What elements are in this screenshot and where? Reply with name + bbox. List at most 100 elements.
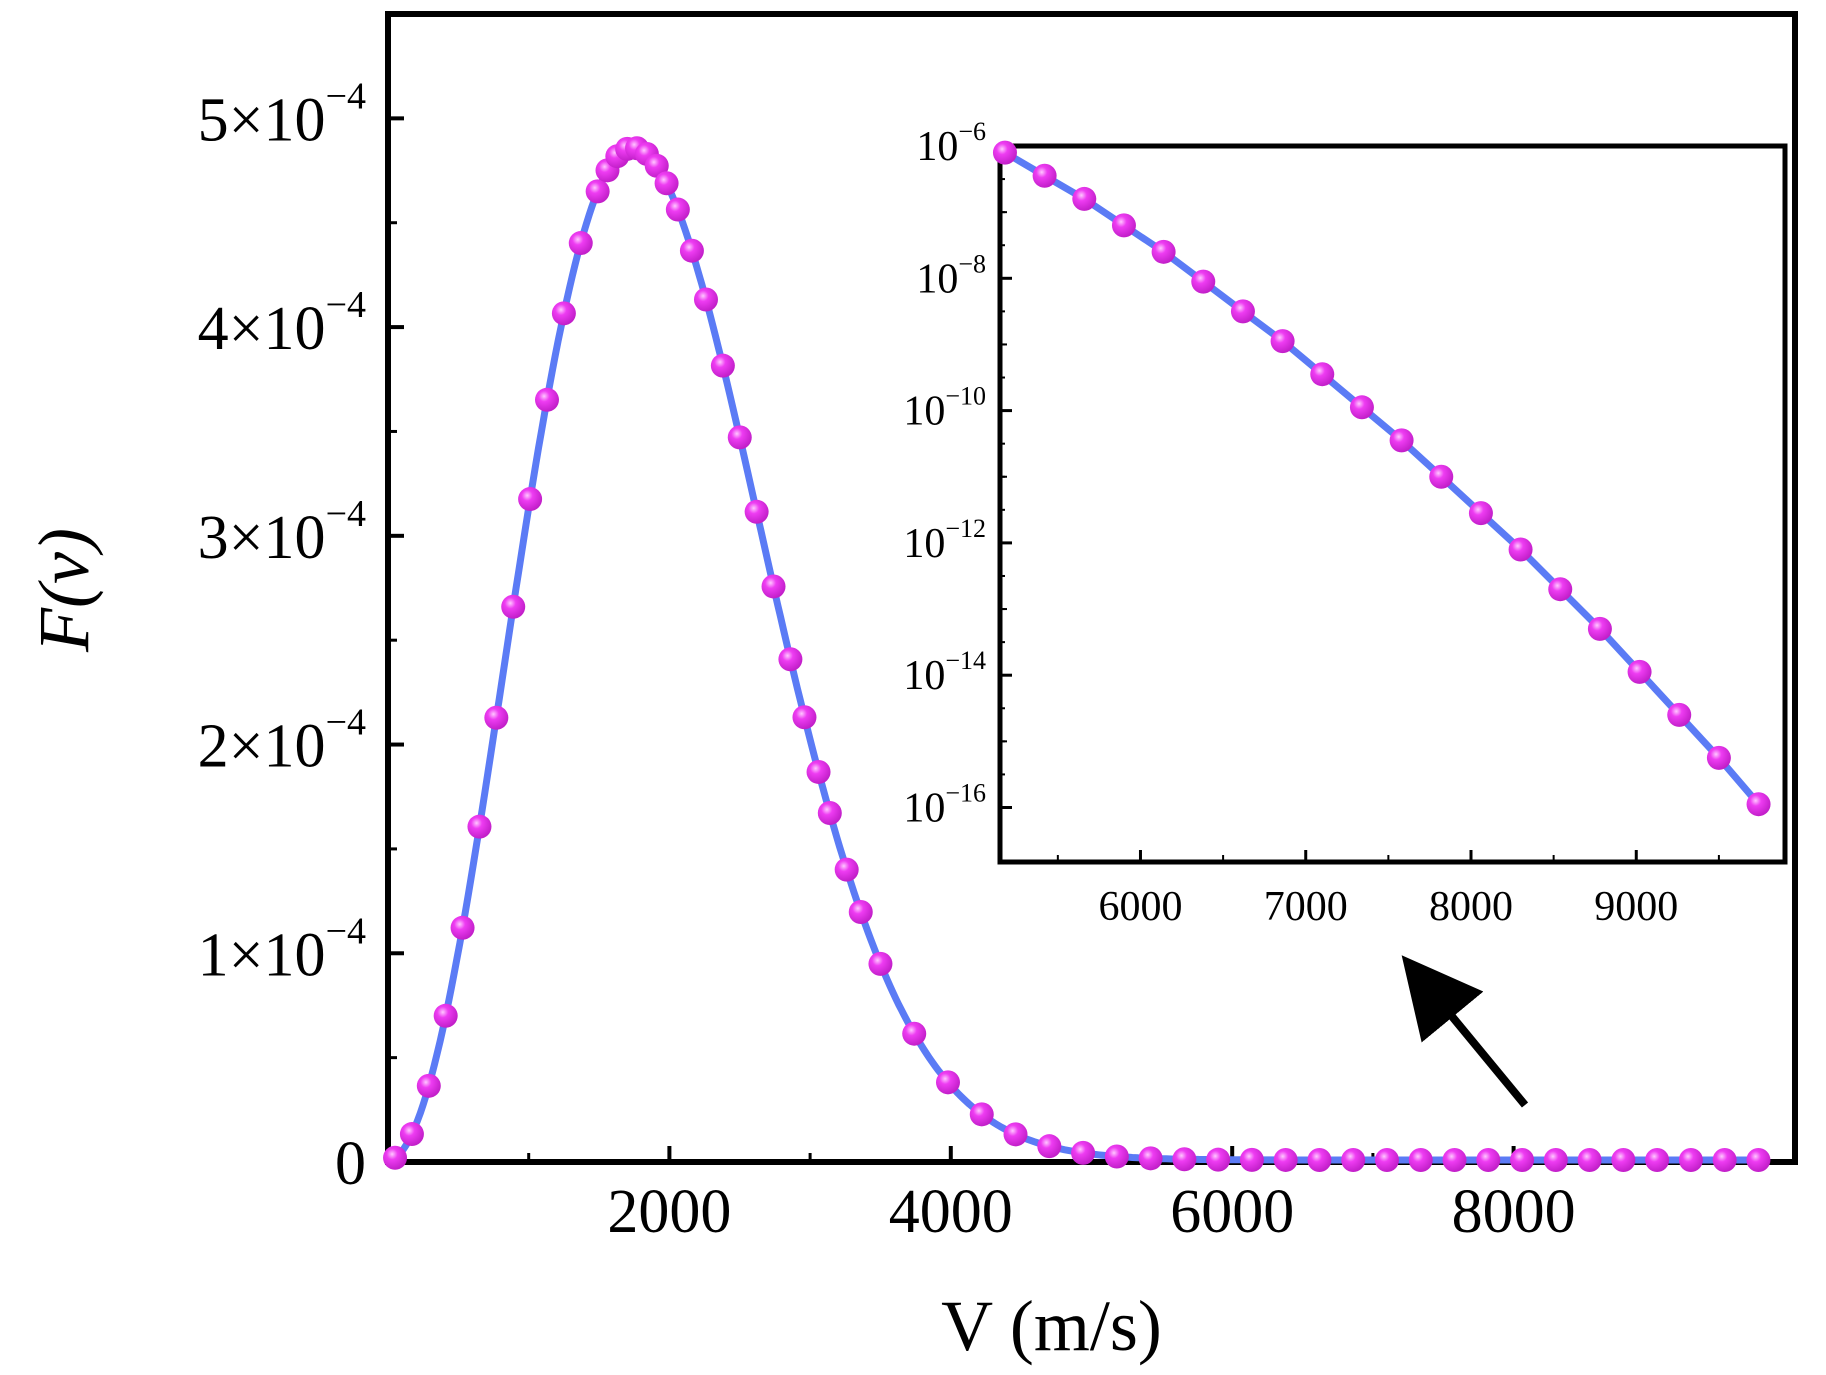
y-tick-label: 2×10−4 (198, 702, 366, 781)
main-data-point (1341, 1147, 1366, 1172)
main-data-point (484, 705, 509, 730)
main-data-point (467, 814, 492, 839)
main-data-point (644, 153, 669, 178)
inset-data-point (1508, 537, 1533, 562)
inset-data-point (1191, 269, 1216, 294)
main-data-point (1577, 1148, 1602, 1172)
main-data-point (727, 425, 752, 450)
main-data-point (679, 238, 704, 263)
main-data-point (1442, 1147, 1467, 1172)
main-data-point (1037, 1134, 1062, 1159)
inset-y-tick-label: 10−16 (903, 778, 986, 831)
inset-data-point (1270, 329, 1295, 354)
main-data-point (1172, 1147, 1197, 1172)
inset-data-point (1072, 186, 1097, 211)
inset-data-point (1627, 659, 1652, 684)
main-data-point (1071, 1140, 1096, 1165)
x-tick-label-4000: 4000 (889, 1178, 1013, 1246)
main-data-point (534, 387, 559, 412)
inset-y-tick-label: 10−14 (903, 646, 986, 699)
inset-x-tick-label-9000: 9000 (1594, 884, 1678, 930)
main-data-point (450, 915, 475, 940)
inset-plot-frame (997, 143, 1788, 865)
main-data-point (416, 1073, 441, 1098)
inset-y-tick-label: 10−8 (916, 249, 986, 302)
inset-data-point (1151, 239, 1176, 264)
inset-data-point (1032, 163, 1057, 188)
x-axis-label: V (m/s) (941, 1286, 1162, 1366)
y-tick-label: 5×10−4 (198, 75, 366, 154)
main-data-point (1307, 1147, 1332, 1172)
inset-data-point (1349, 395, 1374, 420)
inset-y-tick-label: 10−12 (903, 514, 986, 567)
main-data-point (1104, 1144, 1129, 1169)
inset-data-point (1230, 299, 1255, 324)
inset-x-tick-label-8000: 8000 (1429, 884, 1513, 930)
main-data-point (1273, 1147, 1298, 1172)
main-data-point (1003, 1122, 1028, 1147)
main-data-point (744, 499, 769, 524)
inset-data-point (1548, 577, 1573, 602)
main-data-point (806, 759, 831, 784)
main-data-point (1611, 1148, 1636, 1172)
main-data-point (665, 197, 690, 222)
main-data-point (1678, 1148, 1703, 1172)
inset-data-point (1667, 702, 1692, 727)
main-data-point (693, 287, 718, 312)
y-tick-label: 0 (335, 1130, 366, 1198)
main-data-point (1374, 1147, 1399, 1172)
inset-x-tick-label-7000: 7000 (1264, 884, 1348, 930)
inset-data-point (1746, 792, 1771, 817)
main-data-point (1510, 1148, 1535, 1172)
main-data-point (551, 301, 576, 326)
main-data-point (761, 574, 786, 599)
main-data-point (654, 171, 679, 196)
main-data-point (868, 951, 893, 976)
x-tick-label-2000: 2000 (607, 1178, 731, 1246)
y-axis-label: F(v) (24, 528, 104, 653)
inset-y-tick-label: 10−10 (903, 382, 986, 435)
y-tick-label: 4×10−4 (198, 284, 366, 363)
inset-x-tick-label-6000: 6000 (1098, 884, 1182, 930)
inset-data-point (1389, 428, 1414, 453)
main-data-point (1138, 1146, 1163, 1171)
x-tick-label-8000: 8000 (1452, 1178, 1576, 1246)
main-data-point (834, 857, 859, 882)
inset-data-point (1310, 362, 1335, 387)
main-data-point (710, 353, 735, 378)
main-data-point (969, 1102, 994, 1127)
main-data-point (848, 899, 873, 924)
main-data-point (568, 231, 593, 256)
inset-data-point (992, 140, 1017, 165)
y-tick-label: 3×10−4 (198, 493, 366, 572)
inset-data-point (1111, 213, 1136, 238)
main-data-point (433, 1003, 458, 1028)
main-data-point (935, 1070, 960, 1095)
inset-data-point (1706, 745, 1731, 770)
main-data-point (778, 647, 803, 672)
main-data-point (1408, 1147, 1433, 1172)
annotation-arrow (1401, 955, 1529, 1108)
main-data-point (1476, 1147, 1501, 1172)
main-data-point (1645, 1148, 1670, 1172)
y-tick-label: 1×10−4 (198, 910, 366, 989)
inset-data-point (1429, 464, 1454, 489)
main-data-point (518, 487, 543, 512)
main-data-point (383, 1145, 408, 1170)
main-data-point (1206, 1147, 1231, 1172)
main-data-point (817, 801, 842, 826)
inset-data-point (1468, 501, 1493, 526)
main-data-point (501, 594, 526, 619)
x-tick-label-6000: 6000 (1170, 1178, 1294, 1246)
main-data-point (792, 705, 817, 730)
main-data-point (1746, 1148, 1771, 1172)
main-data-point (399, 1122, 424, 1147)
main-data-point (585, 179, 610, 204)
main-data-point (1712, 1148, 1737, 1172)
inset-data-point (1587, 616, 1612, 641)
main-data-point (902, 1021, 927, 1046)
main-data-point (1239, 1147, 1264, 1172)
main-data-point (1543, 1148, 1568, 1172)
inset-y-tick-label: 10−6 (916, 117, 986, 170)
